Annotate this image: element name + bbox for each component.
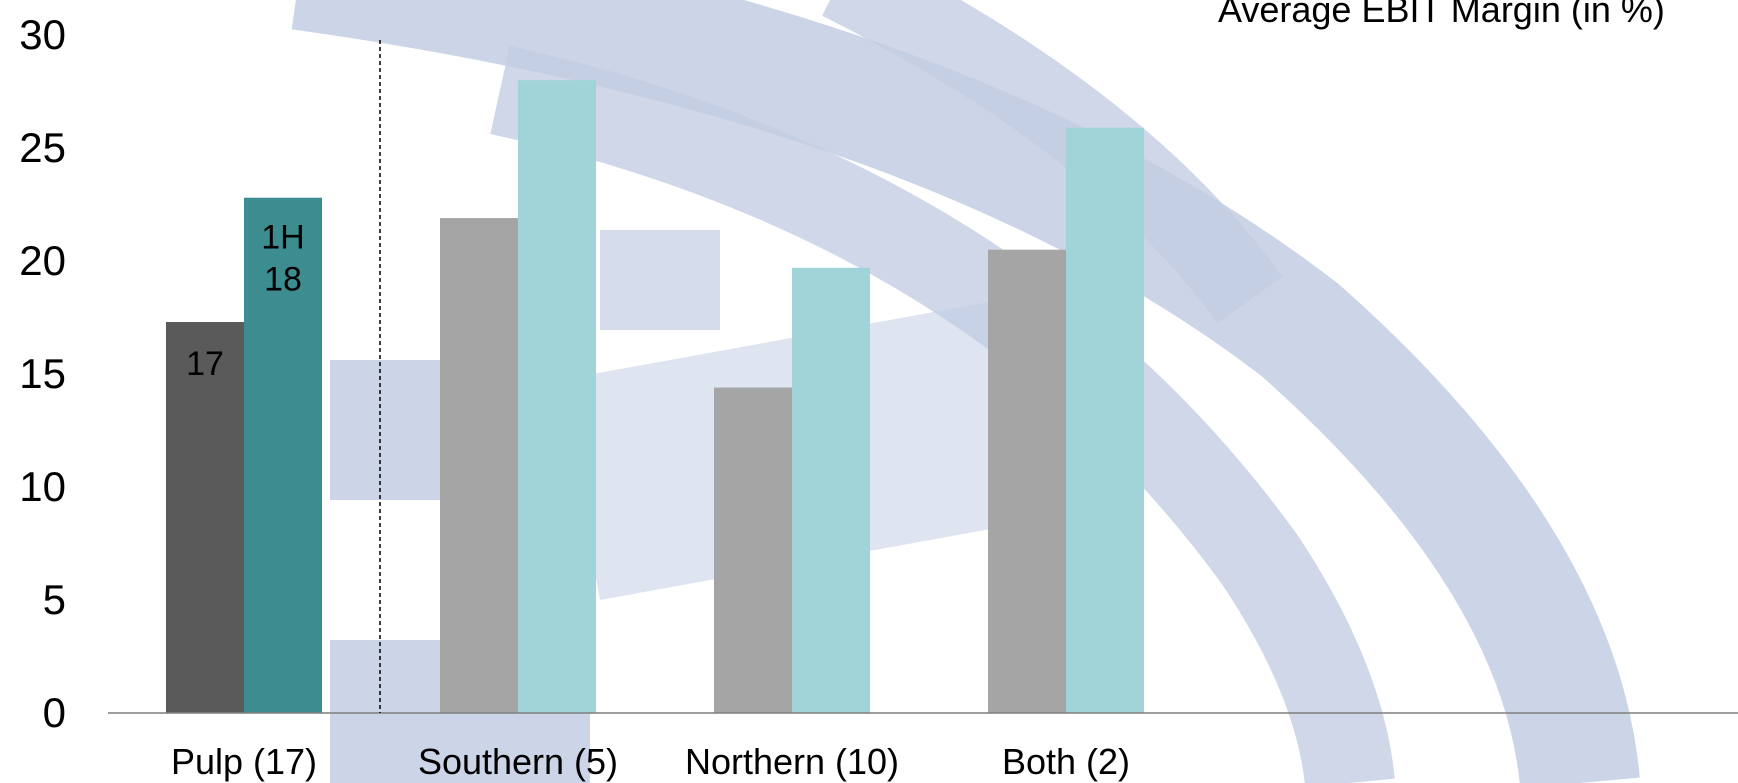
y-tick-label: 5 xyxy=(43,576,66,623)
y-tick-label: 10 xyxy=(19,463,66,510)
bar-2-series-1 xyxy=(440,218,518,713)
watermark-block-mid xyxy=(600,230,720,330)
data-label: 1H xyxy=(261,219,304,257)
category-label: Northern (10) xyxy=(685,741,899,782)
bar-3-series-2 xyxy=(792,267,870,713)
category-label: Pulp (17) xyxy=(171,741,317,782)
bar-4-series-1 xyxy=(988,249,1066,713)
chart-title: Average EBIT Margin (in %) xyxy=(1218,0,1665,30)
data-label: 17 xyxy=(186,345,224,383)
category-label: Southern (5) xyxy=(418,741,618,782)
bars-group xyxy=(166,80,1144,714)
bar-1-series-2 xyxy=(244,197,322,714)
y-tick-label: 30 xyxy=(19,11,66,58)
y-tick-label: 0 xyxy=(43,689,66,736)
category-label: Both (2) xyxy=(1002,741,1130,782)
bar-2-series-2 xyxy=(518,80,596,713)
labels-group: Pulp (17) Southern (5) Northern (10) Both (… xyxy=(171,219,1130,782)
y-tick-label: 20 xyxy=(19,237,66,284)
data-label: 18 xyxy=(264,261,302,299)
bar-4-series-2 xyxy=(1066,127,1144,713)
y-tick-label: 15 xyxy=(19,350,66,397)
bar-3-series-1 xyxy=(714,387,792,713)
bar-1-series-1 xyxy=(166,322,244,713)
axis-group: 0 5 10 15 20 25 30 xyxy=(19,11,1738,736)
y-tick-label: 25 xyxy=(19,124,66,171)
